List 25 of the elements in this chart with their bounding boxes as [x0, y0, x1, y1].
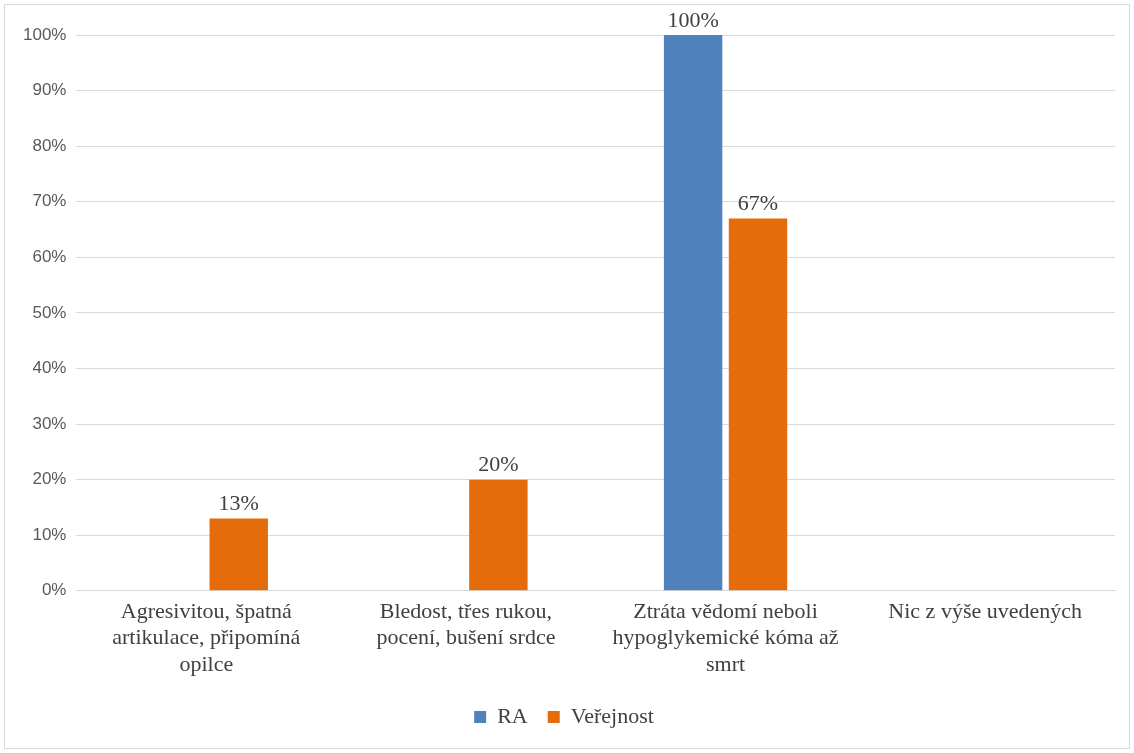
x-tick-label: Agresivitou, špatná artikulace, připomíná opilce: [112, 597, 301, 676]
legend-label: RA: [497, 702, 528, 728]
data-label: 13%: [218, 490, 259, 516]
data-label: 67%: [737, 190, 779, 216]
bar: [209, 518, 268, 591]
x-tick-label: Ztráta vědomí neboli hypoglykemické kóma až smrt: [612, 597, 839, 676]
bar: [728, 218, 788, 591]
y-tick-label: 10%: [32, 524, 67, 544]
x-tick-label: Bledost, třes rukou, pocení, bušení srdce: [376, 597, 556, 650]
bar: [663, 35, 723, 591]
y-tick-label: 80%: [32, 135, 67, 155]
y-tick-label: 20%: [32, 469, 67, 489]
y-tick-label: 70%: [32, 191, 67, 211]
y-tick-label: 100%: [23, 24, 67, 44]
y-tick-label: 30%: [32, 413, 67, 433]
bar: [469, 479, 528, 591]
data-label: 100%: [667, 6, 719, 32]
y-tick-label: 90%: [32, 80, 67, 100]
data-label: 20%: [478, 451, 519, 477]
y-tick-label: 50%: [32, 302, 67, 322]
y-tick-label: 0%: [41, 580, 67, 600]
x-tick-label: Nic z výše uvedených: [888, 597, 1083, 623]
y-tick-label: 40%: [32, 358, 67, 378]
y-tick-label: 60%: [32, 247, 67, 267]
legend-label: Veřejnost: [570, 702, 654, 728]
